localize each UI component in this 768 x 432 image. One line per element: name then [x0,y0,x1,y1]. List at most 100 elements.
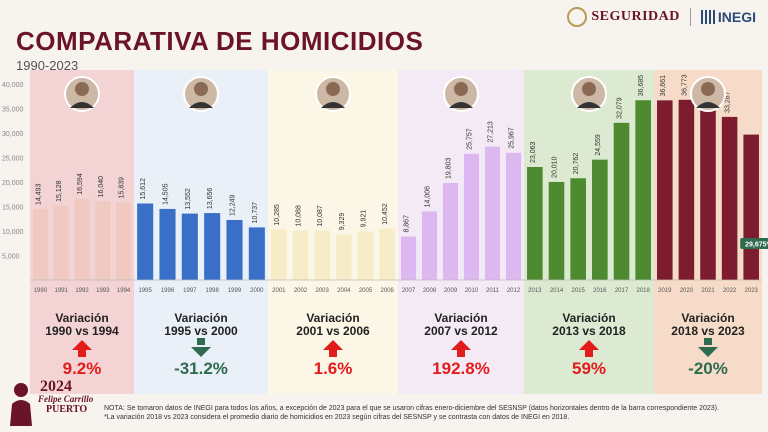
x-tick-label: 1991 [55,288,69,294]
x-tick-label: 1994 [117,288,131,294]
portrait-head-icon [454,82,468,96]
x-tick-label: 1996 [161,288,175,294]
x-tick-label: 2000 [250,288,264,294]
bar [357,231,374,280]
bar-value-label: 15,612 [140,178,147,200]
badge-year: 2024 [40,378,72,395]
bar-value-label: 32,079 [617,97,624,119]
variation-heading: Variación 2018 vs 2023 [671,311,745,338]
bar-value-label: 27,213 [488,121,495,143]
bar-value-label: 8,867 [404,215,411,233]
x-tick-label: 2017 [615,288,629,294]
x-tick-label: 2021 [701,288,715,294]
y-tick-label: 20,000 [2,180,24,187]
x-tick-label: 1998 [205,288,219,294]
variation-percent: -20% [688,359,728,378]
variation-percent: 59% [571,359,607,378]
arrow-up-icon [72,338,92,357]
seal-icon [567,7,588,27]
page-subtitle: 1990-2023 [16,58,79,73]
bar [248,227,265,280]
bar [527,166,543,280]
seguridad-label: SEGURIDAD [591,9,680,24]
bar-value-label: 25,967 [509,127,516,149]
x-tick-label: 2019 [658,288,672,294]
arrow-down-icon [191,338,211,357]
arrow-up-icon [579,338,599,357]
campaign-badge: 2024 Felipe Carrillo PUERTO [8,372,96,428]
seguridad-logo: SEGURIDAD [567,7,680,27]
x-tick-label: 2014 [550,288,564,294]
bar-value-label: 13,552 [185,188,192,210]
variation-heading: Variación 2001 vs 2006 [296,311,370,338]
x-tick-label: 1990 [34,288,48,294]
bar-value-label: 9,921 [361,210,368,228]
bar [292,230,309,280]
bar-value-label: 23,063 [530,141,537,163]
y-tick-label: 25,000 [2,156,24,163]
bar [635,100,651,280]
bar [743,134,759,280]
bar-value-label: 36,685 [638,75,645,97]
x-tick-label: 1993 [96,288,110,294]
bar [379,228,395,280]
portrait-head-icon [326,82,340,96]
x-tick-label: 1992 [75,288,89,294]
bar [657,100,673,280]
y-tick-label: 15,000 [2,205,24,212]
person-icon [10,383,32,426]
portrait-body-icon [696,102,720,108]
variation-panel: Variación 2001 vs 2006 1.6% [268,308,398,394]
arrow-down-icon [698,338,718,357]
x-tick-label: 2010 [465,288,479,294]
bar [336,234,352,280]
bar [226,219,243,280]
bar-value-label: 24,559 [595,134,602,156]
bar [74,198,90,280]
variation-panel: Variación 1990 vs 1994 9.2% [30,308,134,394]
bar [700,105,716,280]
bar [271,229,287,280]
bar-value-label: 14,493 [35,183,42,205]
bar [442,182,459,280]
variation-heading: Variación 1995 vs 2000 [164,311,238,338]
variation-panel: Variación 1995 vs 2000 -31.2% [134,308,268,394]
bar-value-label: 33,287 [725,91,732,113]
x-tick-label: 1995 [138,288,152,294]
footnotes: NOTA: Se tomaron datos de INEGI para tod… [104,404,759,422]
portrait-body-icon [70,102,94,108]
bar-value-label: 14,505 [163,183,170,205]
inegi-label: INEGI [717,9,756,25]
y-tick-label: 35,000 [2,107,24,114]
x-tick-label: 2003 [315,288,329,294]
y-tick-label: 5,000 [2,254,20,261]
bar [116,202,132,280]
bar-value-label: 10,737 [252,202,259,224]
variation-heading: Variación 2013 vs 2018 [552,311,626,338]
badge-place: PUERTO [46,404,88,415]
bar-value-label: 16,040 [98,176,105,198]
bar-value-label: 16,594 [77,173,84,195]
x-tick-label: 2005 [359,288,373,294]
bar-value-label: 36,661 [660,75,667,97]
y-tick-label: 10,000 [2,229,24,236]
x-tick-label: 2001 [272,288,286,294]
bar-value-label: 36,773 [681,74,688,96]
x-tick-label: 2018 [636,288,650,294]
x-tick-label: 1997 [183,288,197,294]
x-tick-label: 2007 [402,288,416,294]
bar-value-label: 14,006 [425,186,432,208]
bar [32,208,48,280]
x-tick-label: 1999 [228,288,242,294]
bar [400,236,417,280]
bar [678,99,695,280]
x-tick-label: 2012 [507,288,521,294]
x-tick-label: 2013 [528,288,542,294]
inegi-logo: INEGI [700,9,756,25]
arrow-up-icon [451,338,471,357]
variation-heading: Variación 1990 vs 1994 [45,311,119,338]
bar-value-label: 19,803 [446,157,453,179]
bar [421,211,438,280]
bar-value-label: 10,452 [382,203,389,225]
arrow-up-icon [323,338,343,357]
